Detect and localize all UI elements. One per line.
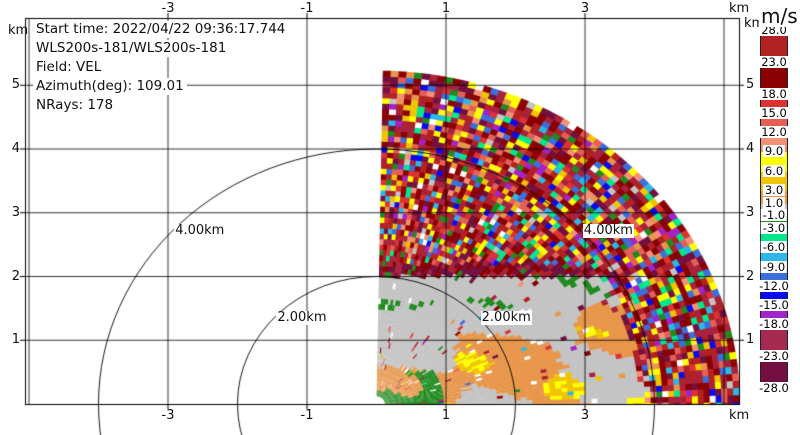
lidar-rhi-figure: Start time: 2022/04/22 09:36:17.744 WLS20…: [0, 0, 800, 435]
radar-field-canvas: [0, 0, 800, 435]
